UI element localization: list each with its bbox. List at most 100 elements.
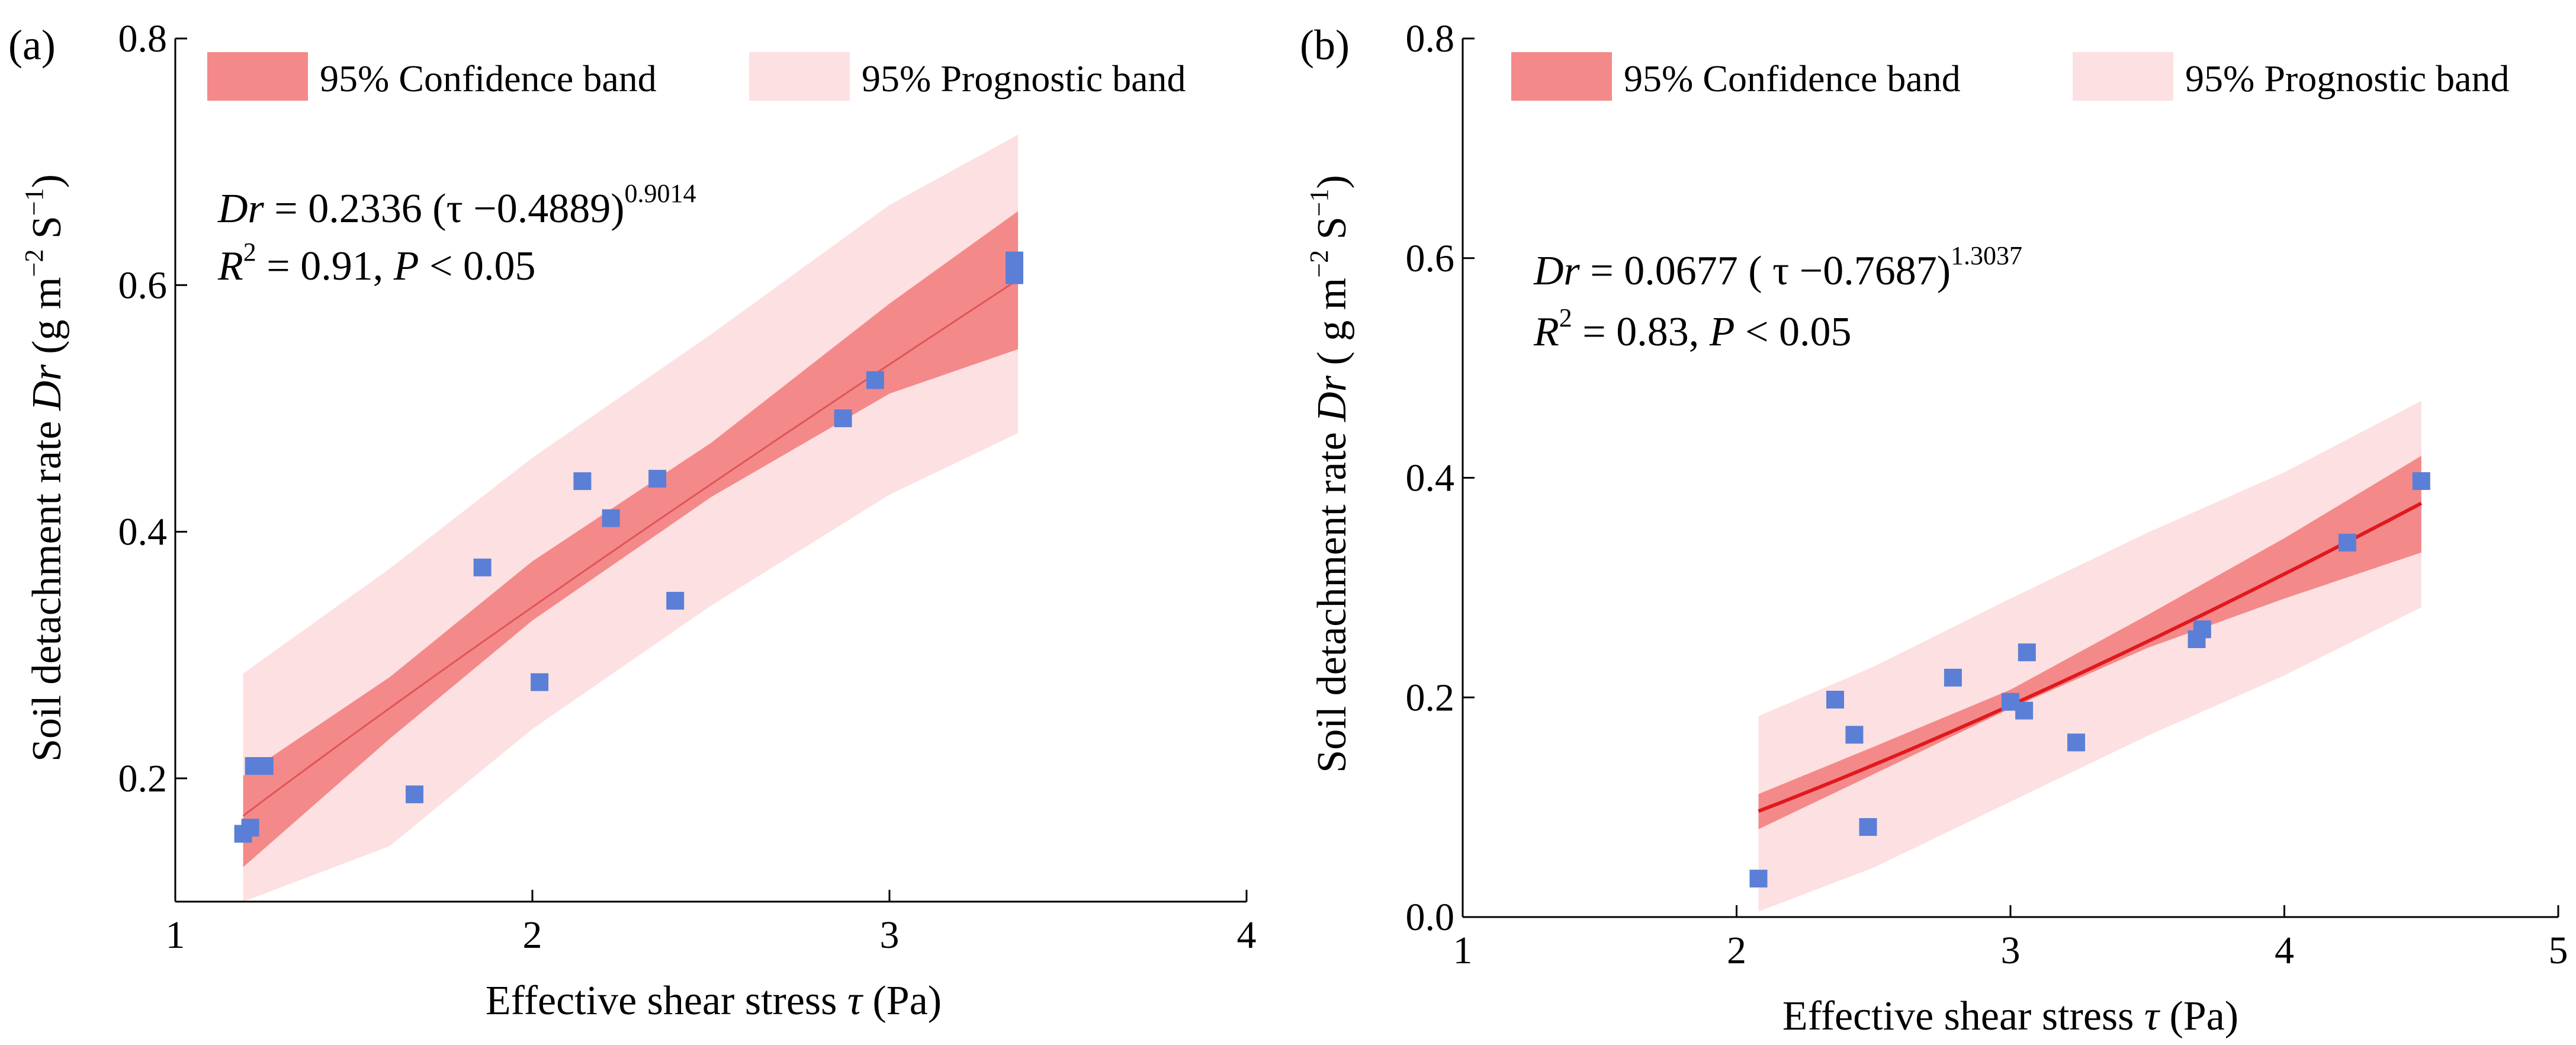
data-point xyxy=(648,470,666,488)
x-title-post-b: (Pa) xyxy=(2159,993,2238,1039)
y-tick-label: 0.2 xyxy=(118,757,168,800)
data-point xyxy=(602,509,620,527)
y-title-mid-b: ( g m xyxy=(1309,278,1355,376)
x-ticks-b: 1 2 3 4 5 xyxy=(1453,905,2568,972)
legend-swatch-prognostic-b xyxy=(2073,52,2173,101)
figure: (a) 1 2 3 4 0.2 0.4 0.6 0.8 95% Confidence ban… xyxy=(0,0,2576,1045)
x-tick-label: 3 xyxy=(880,913,900,957)
data-point xyxy=(406,786,423,803)
panel-b: (b) 12345 0.00.20.40.60.8 95% Confidence… xyxy=(1300,17,2568,1039)
y-title-post-b: ) xyxy=(1309,175,1355,188)
y-axis-title-b: Soil detachment rate Dr ( g m−2 S−1) xyxy=(1305,175,1355,772)
p-label-b: P xyxy=(1709,309,1735,355)
y-tick-label: 0.0 xyxy=(1406,896,1455,939)
x-tick-label: 1 xyxy=(166,913,185,957)
equation-exponent-b: 1.3037 xyxy=(1951,241,2022,270)
r2-rest-b: = 0.83, xyxy=(1572,309,1710,355)
equation-a: Dr = 0.2336 (τ −0.4889)0.9014 xyxy=(217,179,696,232)
data-point xyxy=(666,592,684,610)
data-point xyxy=(834,409,852,427)
y-title-sup1-b: −2 xyxy=(1305,250,1334,278)
equation-body-a: = 0.2336 (τ −0.4889) xyxy=(264,186,625,232)
legend-swatch-confidence-a xyxy=(207,52,308,101)
data-point xyxy=(2018,643,2036,661)
x-tick-label: 5 xyxy=(2549,929,2568,972)
equation-exponent-a: 0.9014 xyxy=(625,179,696,208)
x-title-pre-b: Effective shear stress xyxy=(1782,993,2144,1039)
x-tick-label: 4 xyxy=(1237,913,1257,957)
y-title-sym-a: Dr xyxy=(24,364,70,412)
r2-sup-a: 2 xyxy=(243,238,256,267)
y-title-sup2-a: −1 xyxy=(20,188,49,216)
data-point xyxy=(2413,472,2430,490)
r2-label-b: R xyxy=(1533,309,1559,355)
data-point xyxy=(1845,726,1863,743)
y-ticks-b: 0.0 0.2 0.4 0.6 0.8 xyxy=(1406,17,1475,939)
p-label-a: P xyxy=(393,243,419,289)
data-point xyxy=(2339,534,2356,552)
legend-label-confidence-a: 95% Confidence band xyxy=(320,57,657,100)
equation-b: Dr = 0.0677 ( τ −0.7687)1.3037 xyxy=(1533,241,2022,294)
panel-a: (a) 1 2 3 4 0.2 0.4 0.6 0.8 95% Confidence ban… xyxy=(8,17,1257,1024)
legend-label-confidence-b: 95% Confidence band xyxy=(1624,57,1961,100)
y-tick-label: 0.4 xyxy=(1406,457,1455,500)
data-point xyxy=(2015,702,2033,720)
legend-label-prognostic-b: 95% Prognostic band xyxy=(2185,57,2510,100)
y-tick-label: 0.6 xyxy=(118,264,168,307)
data-point xyxy=(2193,620,2211,638)
y-title-pre-a: Soil detachment rate xyxy=(24,411,70,762)
data-point xyxy=(1826,691,1844,709)
r2-rest-a: = 0.91, xyxy=(256,243,394,289)
r2-label-a: R xyxy=(217,243,243,289)
y-tick-label: 0.6 xyxy=(1406,237,1455,280)
data-point xyxy=(474,559,492,576)
y-tick-label: 0.8 xyxy=(1406,17,1455,60)
y-title-mid2-a: S xyxy=(24,216,70,249)
x-tick-label: 2 xyxy=(1727,929,1746,972)
data-point xyxy=(531,674,548,691)
data-point xyxy=(1750,870,1768,887)
y-title-pre-b: Soil detachment rate xyxy=(1309,422,1355,773)
data-point xyxy=(1006,252,1023,270)
panel-label-b: (b) xyxy=(1300,21,1350,69)
y-title-sup2-b: −1 xyxy=(1305,189,1334,217)
p-rest-a: < 0.05 xyxy=(419,243,536,289)
x-tick-label: 4 xyxy=(2275,929,2294,972)
x-title-pre-a: Effective shear stress xyxy=(486,978,847,1024)
y-ticks-a: 0.2 0.4 0.6 0.8 xyxy=(118,17,188,800)
y-title-sup1-a: −2 xyxy=(20,249,49,277)
x-title-sym-b: τ xyxy=(2144,993,2161,1039)
y-tick-label: 0.8 xyxy=(118,17,168,60)
y-axis-title-a: Soil detachment rate Dr (g m−2 S−1) xyxy=(20,174,70,762)
r2-line-a: R2 = 0.91, P < 0.05 xyxy=(217,238,536,289)
data-point xyxy=(573,472,591,490)
r2-sup-b: 2 xyxy=(1559,303,1572,332)
x-ticks-a: 1 2 3 4 xyxy=(166,890,1257,957)
x-axis-title-b: Effective shear stress τ (Pa) xyxy=(1782,993,2238,1039)
y-title-post-a: ) xyxy=(24,174,70,188)
x-tick-label: 2 xyxy=(523,913,542,957)
x-tick-label: 3 xyxy=(2001,929,2021,972)
panel-label-a: (a) xyxy=(8,21,56,69)
data-point xyxy=(256,757,274,775)
equation-body-b: = 0.0677 ( τ −0.7687) xyxy=(1580,248,1951,294)
y-title-sym-b: Dr xyxy=(1309,375,1355,422)
equation-lhs-b: Dr xyxy=(1533,248,1581,294)
y-tick-label: 0.4 xyxy=(118,511,168,554)
y-title-mid-a: (g m xyxy=(24,277,70,364)
equation-lhs-a: Dr xyxy=(217,186,265,232)
y-tick-label: 0.2 xyxy=(1406,676,1455,719)
data-point xyxy=(2067,733,2085,751)
data-point xyxy=(1859,818,1877,836)
x-title-sym-a: τ xyxy=(847,978,864,1024)
r2-line-b: R2 = 0.83, P < 0.05 xyxy=(1533,303,1852,355)
legend-swatch-confidence-b xyxy=(1511,52,1612,101)
data-point xyxy=(242,819,259,836)
legend-label-prognostic-a: 95% Prognostic band xyxy=(862,57,1186,100)
data-point xyxy=(866,371,884,389)
x-title-post-a: (Pa) xyxy=(862,978,942,1024)
p-rest-b: < 0.05 xyxy=(1735,309,1852,355)
legend-swatch-prognostic-a xyxy=(749,52,850,101)
y-title-mid2-b: S xyxy=(1309,216,1355,249)
data-point xyxy=(1944,669,1962,687)
